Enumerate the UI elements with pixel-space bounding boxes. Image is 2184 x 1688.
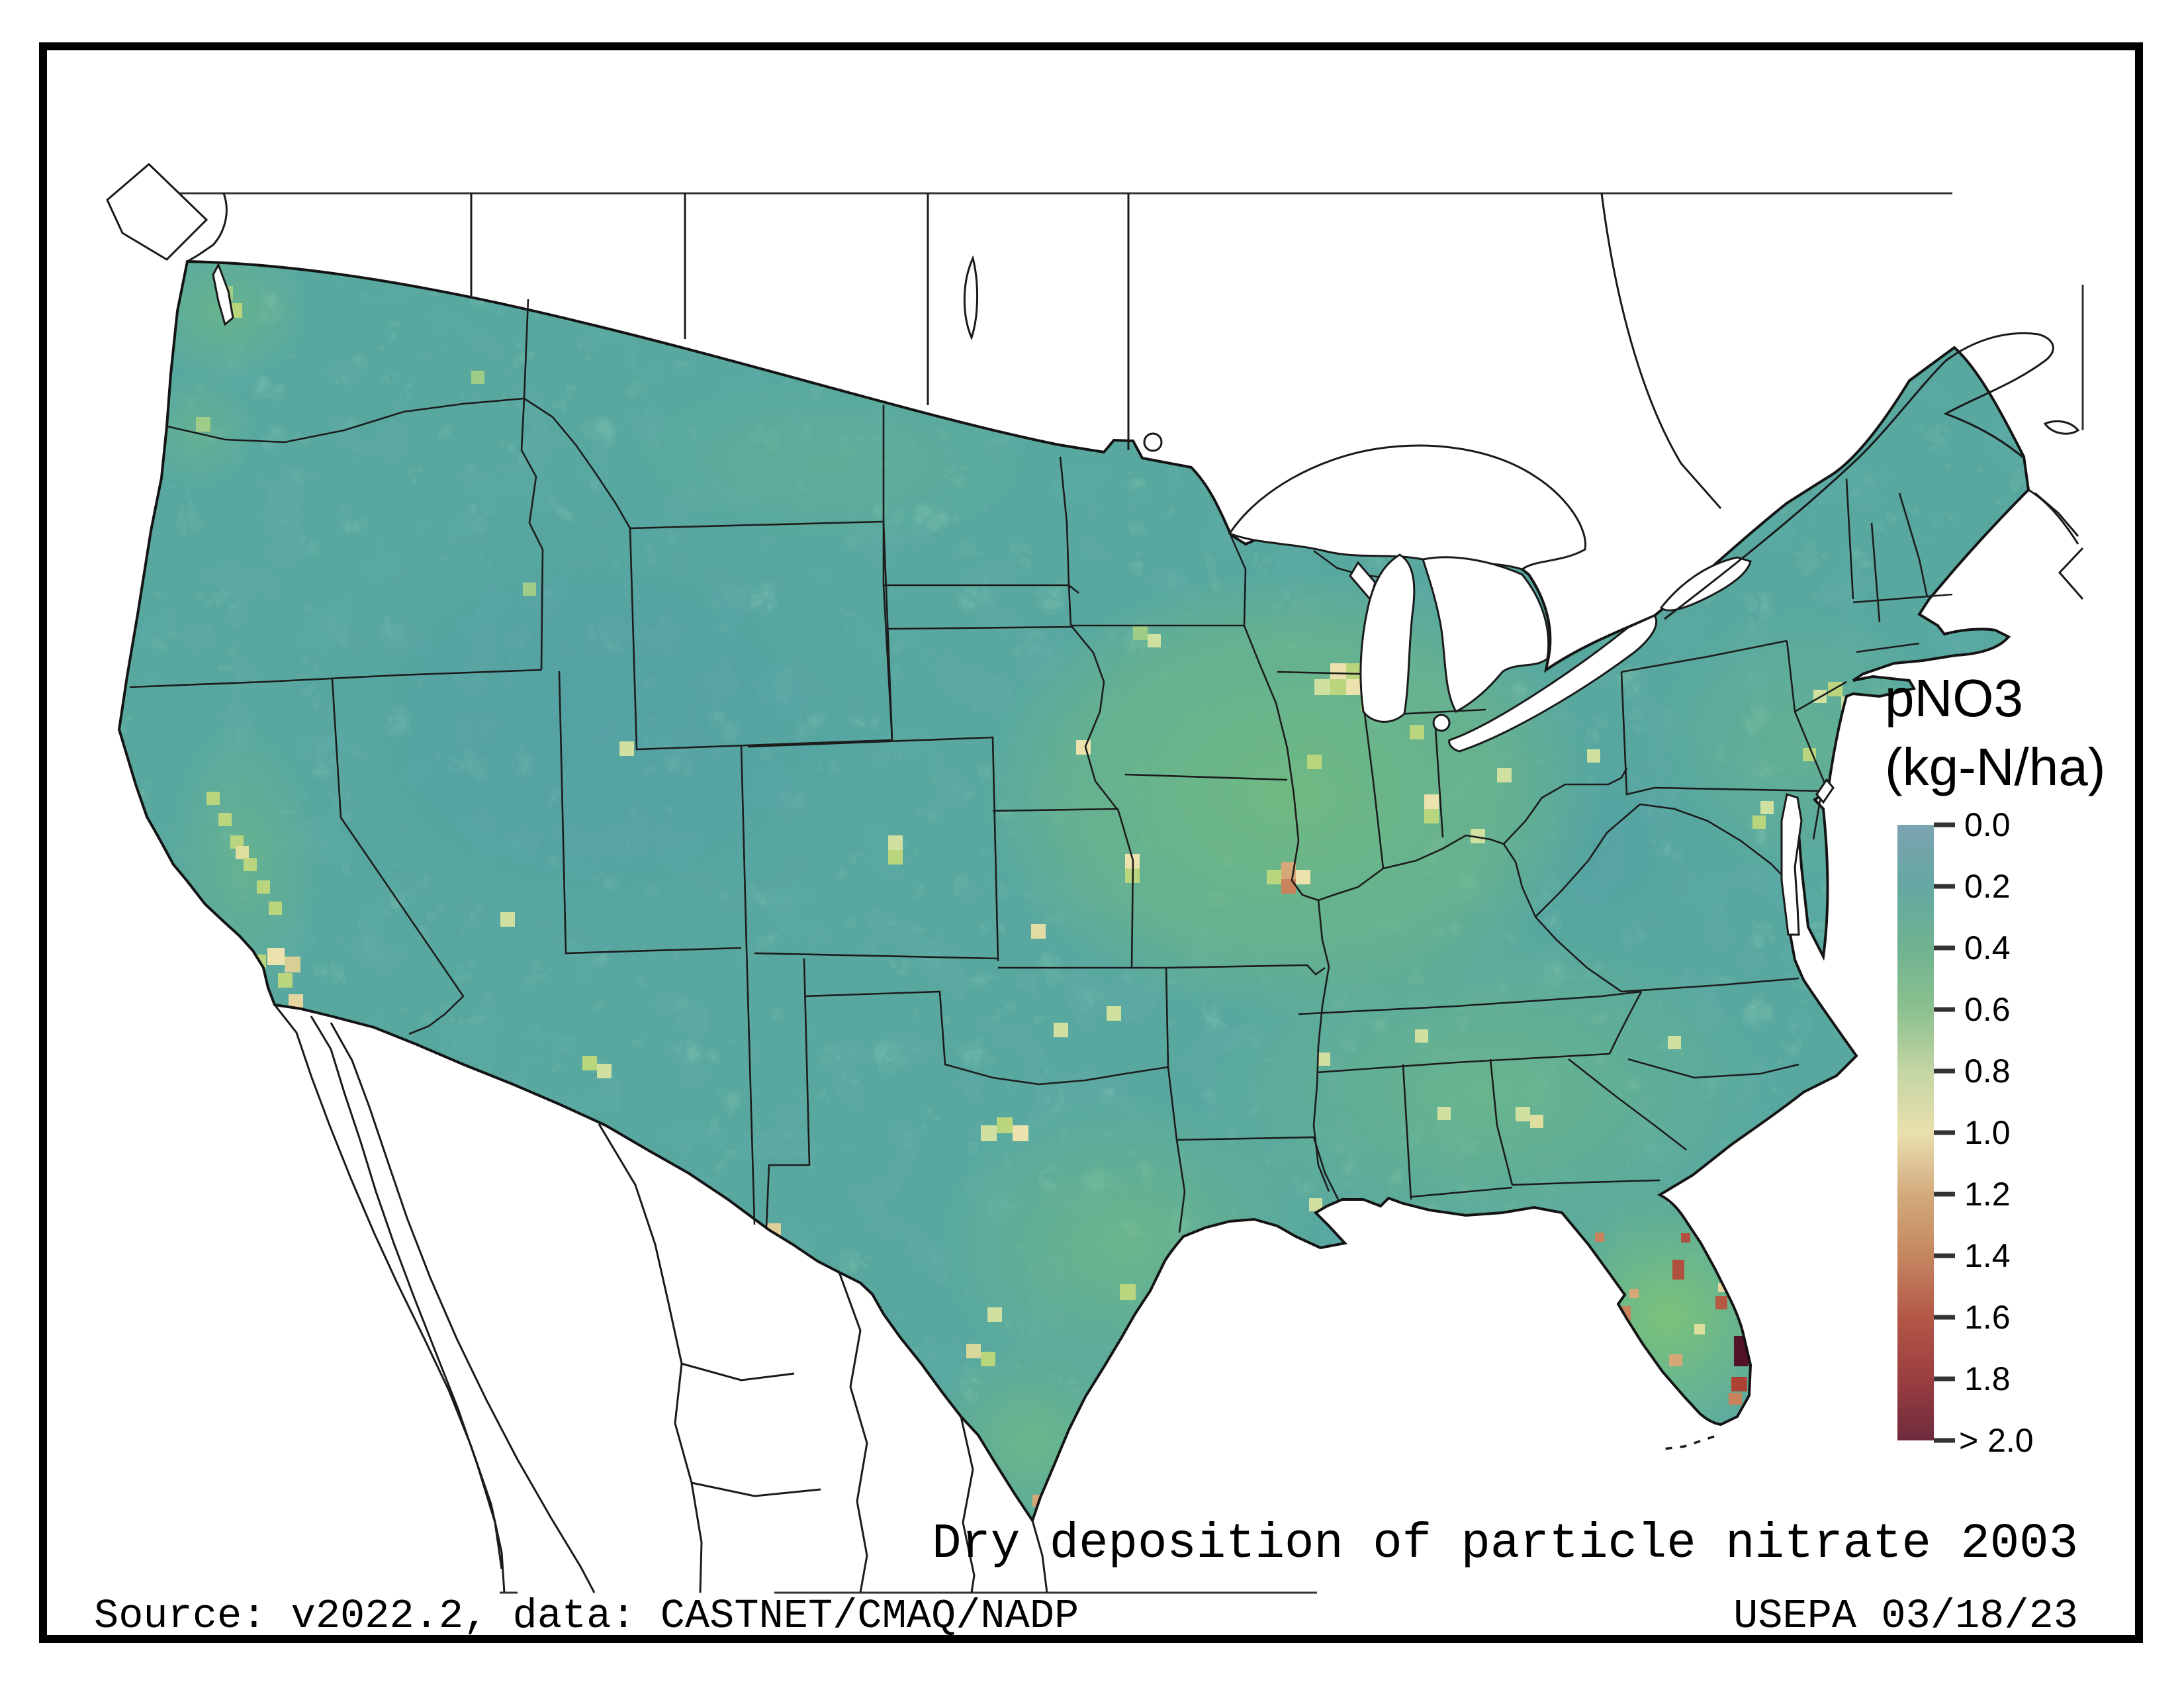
us-deposition-field [119,261,2028,1521]
svg-text:1.8: 1.8 [1964,1360,2011,1397]
lake-huron [1422,556,1550,713]
vancouver-island [106,162,208,261]
lake-of-the-woods [1143,432,1163,452]
baja-west-coast [273,1004,506,1593]
green-bay [1349,561,1377,602]
svg-text:0.2: 0.2 [1964,868,2011,905]
lake-michigan [1359,553,1416,723]
svg-text:> 2.0: > 2.0 [1959,1422,2034,1459]
svg-text:1.6: 1.6 [1964,1299,2011,1336]
svg-text:0.4: 0.4 [1964,929,2011,966]
domain-boundary [146,192,2084,1594]
state-borders [129,299,1953,1233]
great-lakes [212,262,1835,936]
legend-title-line1: pNO3 [1885,669,2023,727]
delaware-bay [1815,778,1835,804]
lake-winnipeg [963,255,979,341]
svg-text:1.0: 1.0 [1964,1114,2011,1151]
figure-border [39,42,2143,1643]
canada-outline [106,162,2084,620]
svg-text:0.0: 0.0 [1964,806,2011,843]
hotspot-cells [196,286,1854,1521]
chesapeake-bay [1780,793,1803,936]
svg-text:0.6: 0.6 [1964,991,2011,1028]
legend-title-line2: (kg-N/ha) [1885,737,2105,796]
lake-superior [1228,444,1587,571]
mexico-west-coast [330,1022,596,1593]
svg-text:0.8: 0.8 [1964,1053,2011,1090]
mexico-outline [273,1004,1048,1593]
agency-stamp: USEPA 03/18/23 [1733,1593,2078,1640]
legend: pNO3 (kg-N/ha) 0.0 0.2 0.4 0.6 0.8 1.0 1… [1885,669,2105,1459]
prince-edward-island [2043,420,2080,435]
svg-text:1.2: 1.2 [1964,1176,2011,1213]
lake-st-clair [1432,714,1451,732]
mexico-gulf-coast [1031,1520,1048,1593]
source-note: Source: v2022.2, data: CASTNET/CMAQ/NADP [94,1593,1079,1640]
colorbar-ticks [1934,822,1955,1443]
colorbar-labels: 0.0 0.2 0.4 0.6 0.8 1.0 1.2 1.4 1.6 1.8 … [1959,806,2034,1459]
colorbar [1897,825,1934,1440]
figure-title: Dry deposition of particle nitrate 2003 [932,1517,2078,1572]
baja-east-coast [310,1015,503,1570]
svg-text:1.4: 1.4 [1964,1237,2011,1274]
florida-keys [1657,1435,1715,1451]
lake-erie [1448,614,1658,753]
puget-sound [212,262,234,326]
